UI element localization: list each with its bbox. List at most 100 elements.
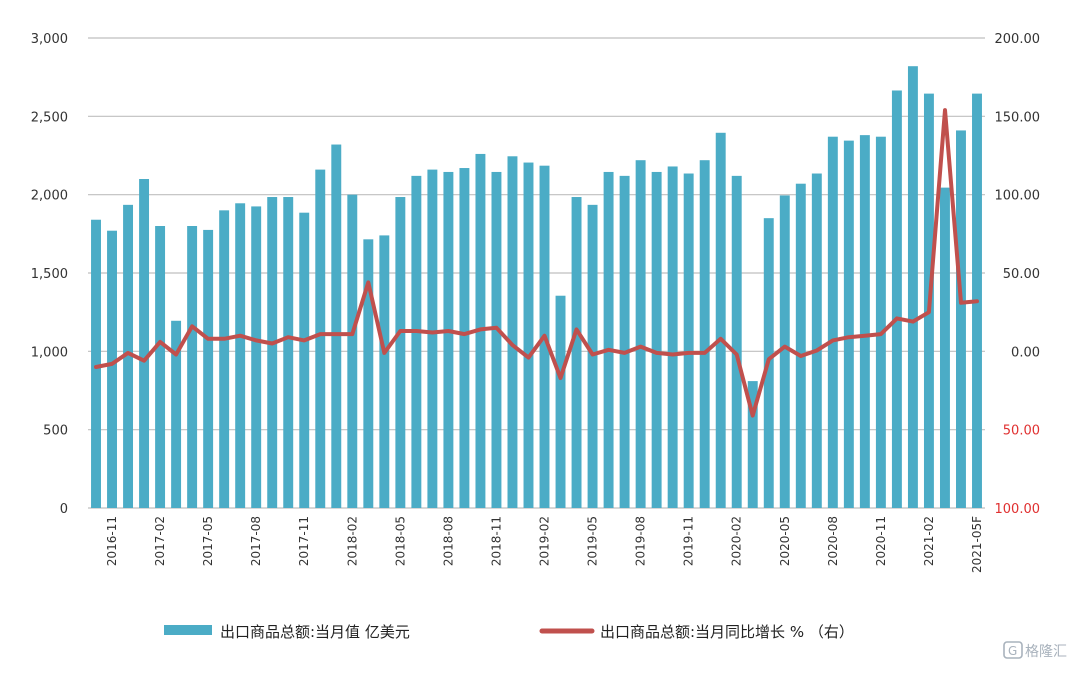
left-tick-label: 2,000 — [31, 189, 68, 204]
bar — [395, 197, 406, 508]
line-point — [880, 333, 882, 335]
bar — [843, 140, 854, 508]
bar — [956, 130, 966, 508]
line-point — [255, 339, 257, 341]
line-series — [94, 108, 979, 418]
line-point — [399, 330, 401, 332]
line-point — [912, 320, 914, 323]
right-y-axis: 100.00 50.00 0.00 50.00 100.00 150.00 200.00 — [995, 32, 1041, 517]
line-point — [623, 352, 626, 354]
line-point — [784, 346, 786, 348]
line-point — [928, 311, 930, 313]
line-point — [111, 363, 113, 365]
line-point — [527, 357, 530, 359]
bar — [635, 160, 646, 508]
x-tick-label: 2018-11 — [489, 516, 503, 566]
line-point — [704, 352, 706, 354]
line-point — [864, 335, 866, 337]
bar — [187, 226, 198, 508]
legend-bar-swatch — [164, 625, 212, 635]
bar — [507, 156, 518, 509]
x-tick-label: 2020-02 — [730, 516, 744, 566]
bar — [747, 381, 758, 508]
bar — [603, 171, 614, 508]
line-point — [720, 338, 722, 340]
bar — [283, 197, 294, 508]
bar — [875, 136, 886, 508]
bar — [251, 206, 262, 508]
x-tick-label: 2018-02 — [345, 516, 359, 566]
line-point — [816, 349, 818, 352]
bar — [795, 183, 806, 508]
bar — [139, 179, 150, 508]
bar — [123, 204, 134, 508]
line-point — [271, 342, 273, 345]
line-point — [800, 355, 802, 357]
x-tick-label: 2019-11 — [682, 516, 696, 566]
left-tick-label: 3,000 — [31, 32, 68, 47]
right-tick-label: 100.00 — [995, 189, 1041, 204]
line-point — [543, 335, 546, 337]
bar — [299, 212, 310, 508]
x-tick-label: 2020-08 — [826, 516, 840, 566]
line-point — [351, 333, 353, 335]
line-point — [960, 302, 962, 304]
bar — [651, 171, 662, 508]
watermark-icon — [1003, 641, 1023, 659]
growth-line — [94, 108, 979, 418]
legend-line-label: 出口商品总额:当月同比增长 % （右） — [600, 623, 854, 641]
watermark-logo: G 格隆汇 — [1003, 641, 1067, 660]
bar — [555, 295, 566, 508]
line-point — [175, 353, 177, 356]
x-tick-label: 2017-11 — [297, 516, 311, 566]
bar — [811, 173, 822, 508]
line-point — [976, 300, 978, 302]
x-tick-label: 2020-05 — [778, 516, 792, 566]
line-point — [143, 360, 145, 362]
bar — [459, 168, 470, 509]
line-point — [383, 352, 385, 354]
line-point — [207, 338, 209, 340]
line-point — [367, 281, 369, 283]
bar — [203, 229, 214, 508]
right-tick-label: 50.00 — [1003, 424, 1040, 439]
right-tick-label: 150.00 — [995, 110, 1041, 125]
line-point — [944, 109, 946, 111]
left-y-axis: 0 500 1,000 1,500 2,000 2,500 3,000 — [31, 32, 68, 517]
line-point — [896, 317, 898, 320]
bar — [411, 175, 422, 508]
bar — [91, 219, 101, 508]
x-tick-label: 2017-05 — [201, 516, 215, 566]
line-point — [127, 352, 129, 354]
right-tick-label: 0.00 — [1011, 345, 1040, 360]
line-point — [463, 333, 466, 335]
line-point — [656, 352, 658, 354]
line-point — [159, 341, 161, 343]
bar — [107, 230, 117, 508]
bar — [267, 197, 278, 508]
line-point — [768, 358, 770, 360]
x-axis: 2016-11 2017-02 2017-05 2017-08 2017-11 2018-… — [105, 516, 984, 573]
bar — [827, 136, 838, 508]
line-point — [431, 331, 433, 334]
bar — [891, 90, 902, 508]
bar — [939, 187, 950, 508]
line-point — [640, 346, 642, 348]
bar — [331, 144, 342, 509]
bar — [155, 226, 166, 508]
line-point — [95, 366, 97, 368]
legend-bar-label: 出口商品总额:当月值 亿美元 — [220, 623, 410, 641]
line-point — [511, 344, 514, 346]
x-tick-label: 2021-02 — [922, 516, 936, 566]
bar — [427, 169, 438, 508]
bar — [907, 66, 918, 508]
line-point — [191, 325, 193, 327]
right-tick-label: 200.00 — [995, 32, 1041, 47]
x-tick-label: 2020-11 — [874, 516, 888, 566]
bar — [779, 195, 790, 508]
watermark-text: 格隆汇 — [1025, 644, 1067, 660]
line-point — [447, 330, 450, 332]
line-point — [575, 328, 578, 330]
